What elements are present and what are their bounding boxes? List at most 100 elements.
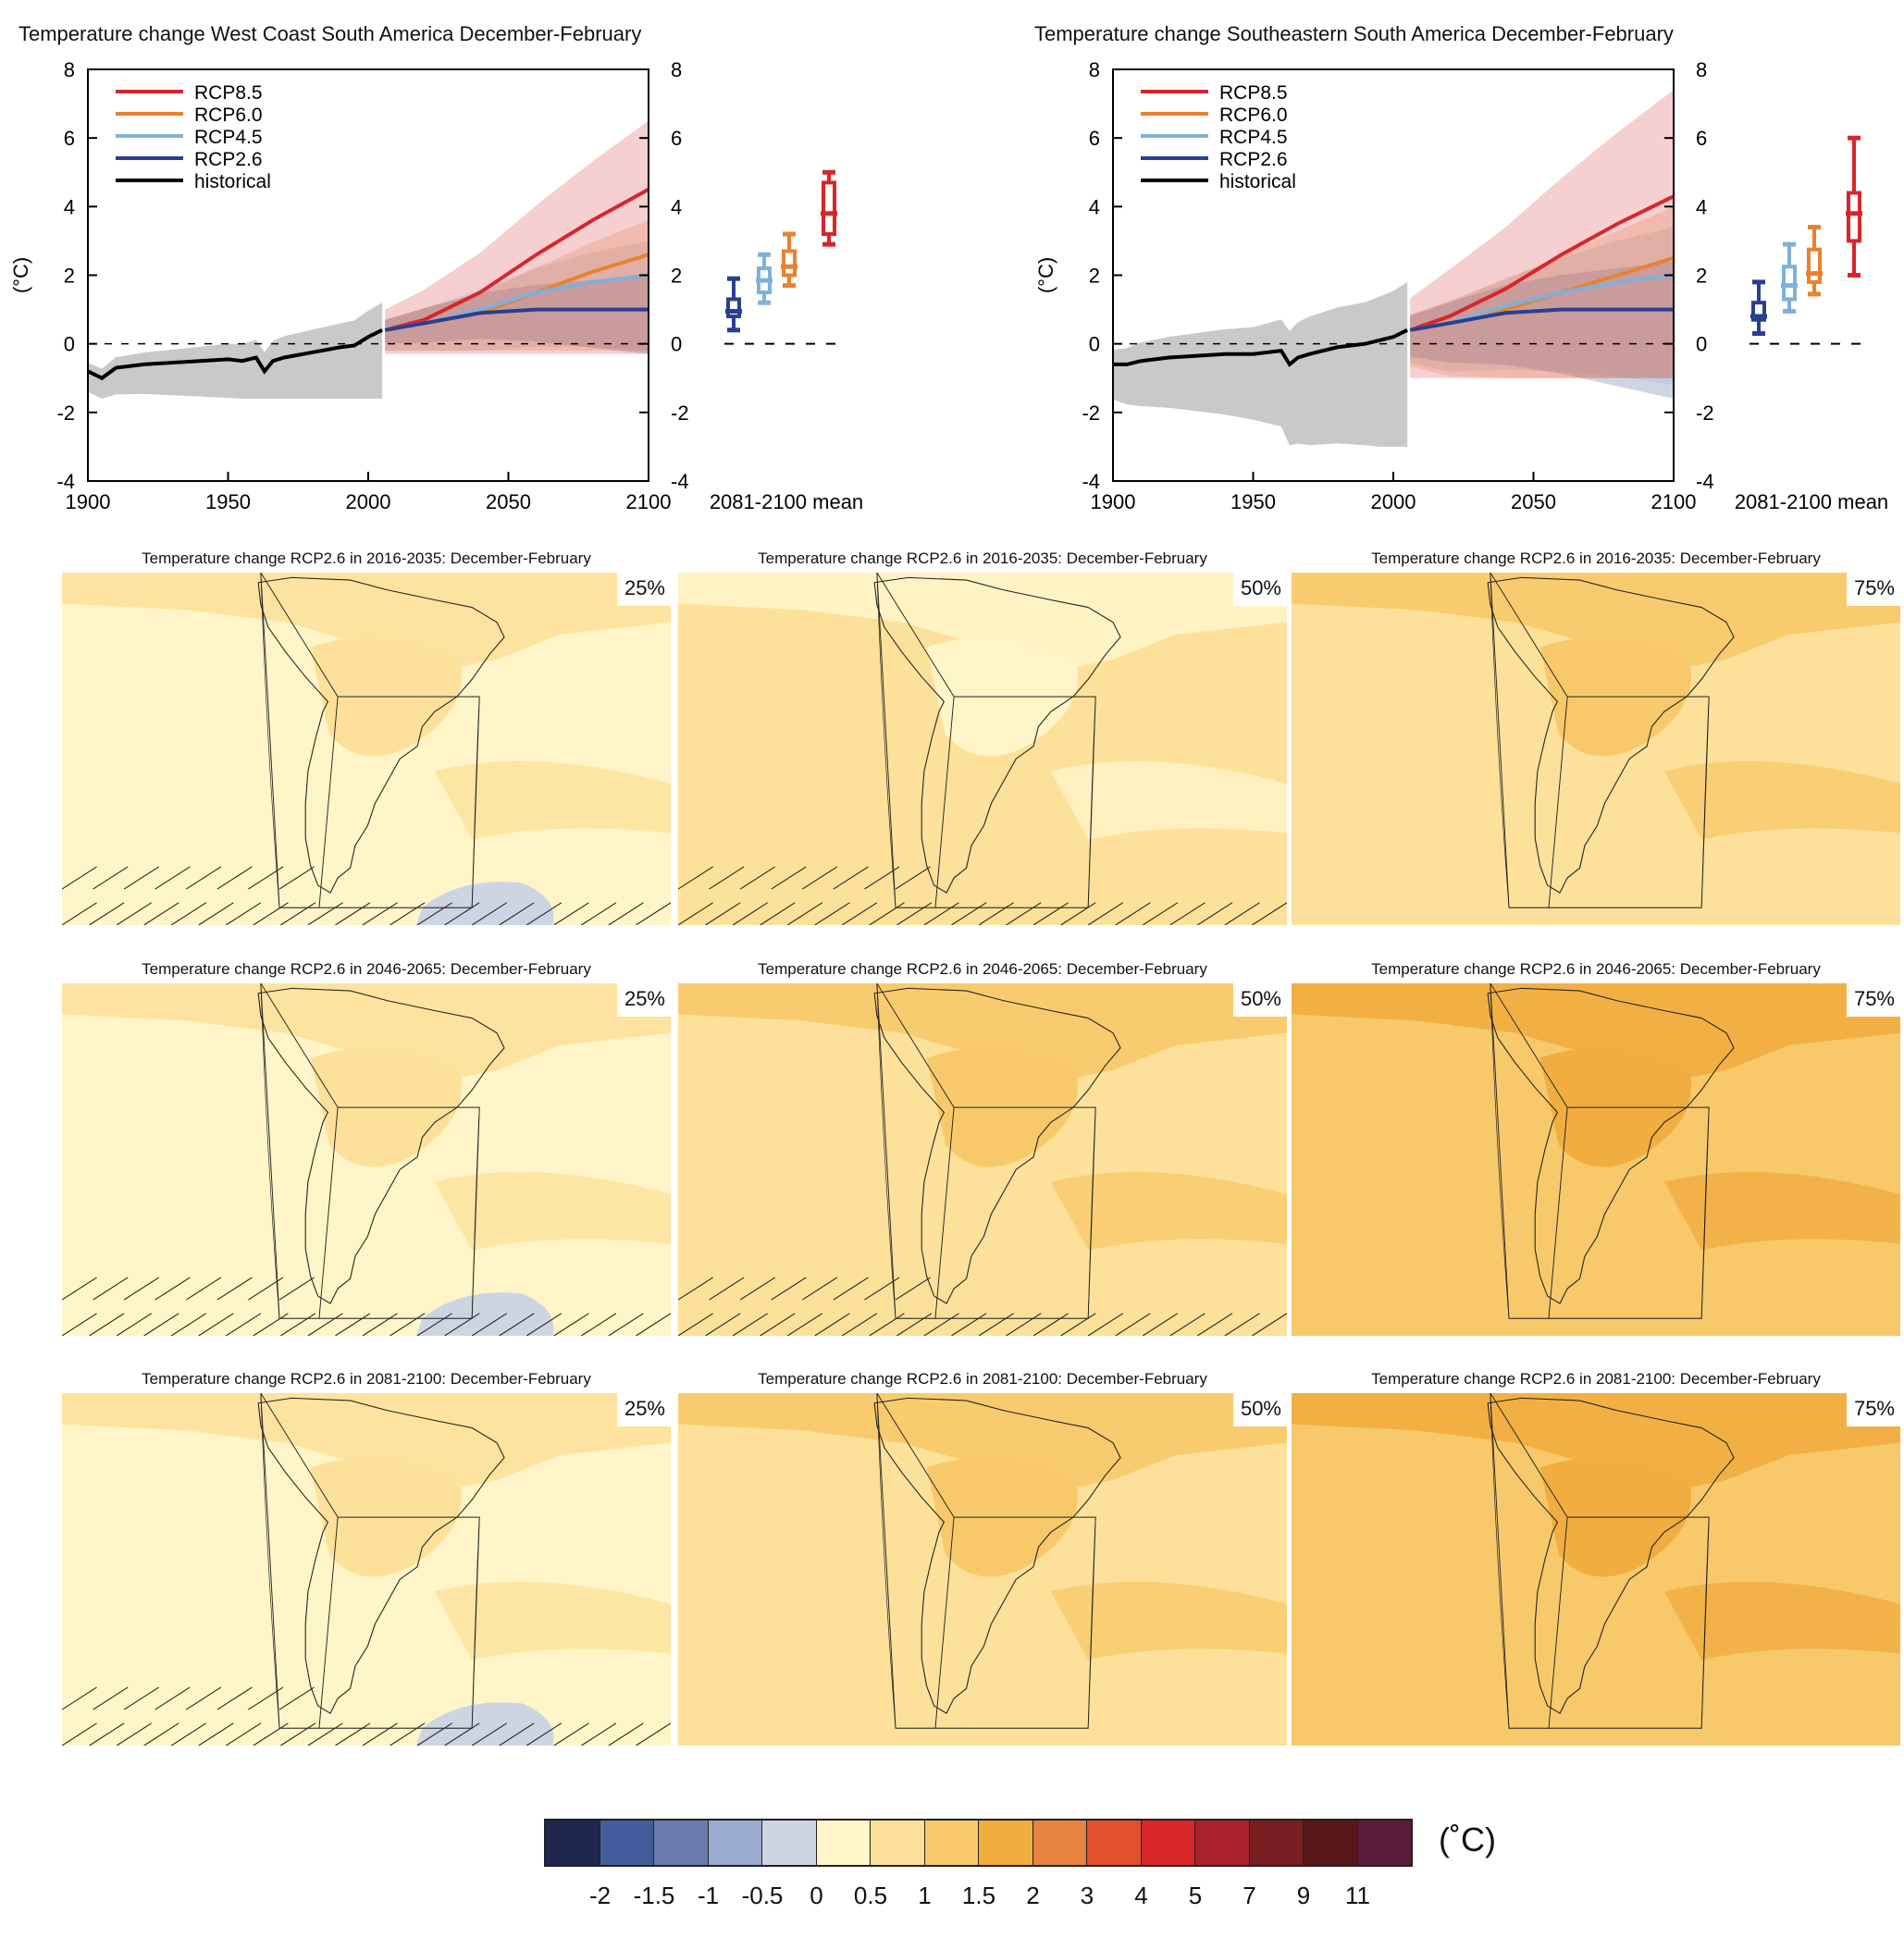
y-tick-label: -4 [1082, 470, 1100, 493]
hatch-line [389, 902, 426, 925]
y-tick-label-right: 8 [671, 58, 682, 81]
hatch-line [553, 902, 589, 925]
map-title: Temperature change RCP2.6 in 2081-2100: … [1371, 1370, 1821, 1388]
hatch-line [416, 902, 452, 925]
hatch-line [499, 902, 535, 925]
boxplot-box [822, 180, 836, 236]
hatch-line [1252, 1313, 1287, 1336]
hatch-line [362, 902, 398, 925]
boxplot-rcp6.0 [1806, 225, 1823, 297]
y-tick-label-right: 2 [1696, 265, 1707, 288]
hatch-line [62, 902, 97, 925]
x-tick-label: 1900 [1091, 490, 1136, 513]
hatch-line [62, 1686, 97, 1710]
hatch-line [471, 902, 508, 925]
y-tick-label: 0 [64, 333, 75, 356]
hatch-line [116, 902, 152, 925]
chart-southeastern: -4 -4 -2 -2 0 0 2 2 4 4 6 6 8 8 1900 1950 2000 2050 2100 (°… [1034, 58, 1888, 513]
hatch-line [198, 1722, 234, 1746]
south-america-coastline [873, 987, 1121, 1304]
y-tick-label-right: 6 [671, 127, 682, 150]
hatch-line [978, 1313, 1014, 1336]
map-canvas [678, 983, 1287, 1336]
colorbar-swatch [708, 1821, 762, 1865]
colorbar-swatch [762, 1821, 817, 1865]
map-canvas [678, 573, 1287, 925]
hatch-line [143, 1722, 179, 1746]
colorbar-swatch [871, 1821, 925, 1865]
hatch-line [1115, 1313, 1151, 1336]
y-tick-label-right: -4 [1696, 470, 1714, 493]
series-line-historical [87, 328, 384, 381]
hatch-line [471, 1722, 508, 1746]
hatch-line [280, 1313, 316, 1336]
x-tick-label: 2100 [1651, 490, 1697, 513]
hatch-line [636, 1722, 671, 1746]
contour-band [1050, 1171, 1287, 1251]
domain-boundary [1490, 573, 1710, 908]
south-america-coastline [1487, 576, 1735, 894]
hatch-line [335, 1313, 371, 1336]
map-title: Temperature change RCP2.6 in 2016-2035: … [758, 549, 1207, 567]
hatch-line [581, 1313, 617, 1336]
map-title: Temperature change RCP2.6 in 2081-2100: … [758, 1370, 1207, 1388]
x-tick-label: 2050 [1511, 490, 1556, 513]
domain-boundary [876, 1393, 1096, 1729]
hatch-line [709, 1277, 745, 1301]
hatch-line [525, 1722, 563, 1746]
colorbar-tick-label: 2 [1026, 1882, 1040, 1909]
ensemble-spread-rcp8.5 [385, 120, 649, 354]
colorbar-swatch [546, 1821, 600, 1865]
contour-band [434, 1171, 671, 1251]
hatch-line [62, 1722, 97, 1746]
box-axis-label: 2081-2100 mean [1735, 490, 1888, 513]
y-tick-label-right: 0 [1696, 333, 1707, 356]
y-tick-label-right: -4 [671, 470, 689, 493]
colorbar-tick-label: -2 [588, 1882, 612, 1909]
south-america-coastline [257, 987, 505, 1304]
hatch-line [678, 1277, 713, 1301]
colorbar-swatch [654, 1821, 709, 1865]
hatch-line [198, 902, 234, 925]
hatch-line [1006, 902, 1042, 925]
y-tick-label: -4 [56, 470, 75, 493]
colorbar-tick-label: 11 [1345, 1882, 1370, 1909]
x-tick-label: 2000 [1371, 490, 1416, 513]
y-tick-label: -2 [56, 401, 75, 425]
percentile-label: 50% [1232, 1393, 1287, 1426]
x-tick-label: 1900 [66, 490, 111, 513]
hatch-line [216, 1686, 253, 1710]
series-line-rcp8.5 [384, 188, 649, 332]
hatch-line [143, 902, 179, 925]
percentile-label: 50% [1232, 983, 1287, 1017]
colorbar-swatch [1141, 1821, 1195, 1865]
hatch-line [801, 1277, 838, 1301]
hatch-line [335, 902, 371, 925]
map-panel: 25% [62, 573, 671, 925]
hatch-line [123, 1686, 160, 1710]
colorbar-unit: (˚C) [1439, 1821, 1496, 1858]
hatch-line [786, 902, 823, 925]
y-tick-label: 8 [1089, 58, 1100, 81]
hatch-line [814, 1313, 850, 1336]
south-america-coastline [873, 1397, 1121, 1714]
negative-anomaly-region [415, 1702, 554, 1746]
legend-label: RCP6.0 [194, 105, 263, 126]
south-america-coastline [257, 576, 505, 894]
south-america-coastline [1487, 1397, 1735, 1714]
hatch-line [471, 1313, 508, 1336]
hatch-line [389, 1722, 426, 1746]
y-tick-label-right: 8 [1696, 58, 1707, 81]
contour-band [678, 573, 1287, 673]
contour-band [1050, 760, 1287, 840]
contour-band [678, 1393, 1287, 1493]
colorbar-tick-label: 0.5 [853, 1882, 888, 1909]
boxplot-rcp6.0 [781, 231, 797, 289]
significance-hatching [62, 1277, 671, 1336]
ensemble-spread-rcp2.6 [1410, 261, 1674, 399]
chart-title-west-coast: Temperature change West Coast South Amer… [19, 22, 642, 45]
south-america-coastline [873, 576, 1121, 894]
map-canvas [62, 1393, 671, 1746]
hatch-line [185, 1277, 222, 1301]
hatch-line [499, 1722, 535, 1746]
